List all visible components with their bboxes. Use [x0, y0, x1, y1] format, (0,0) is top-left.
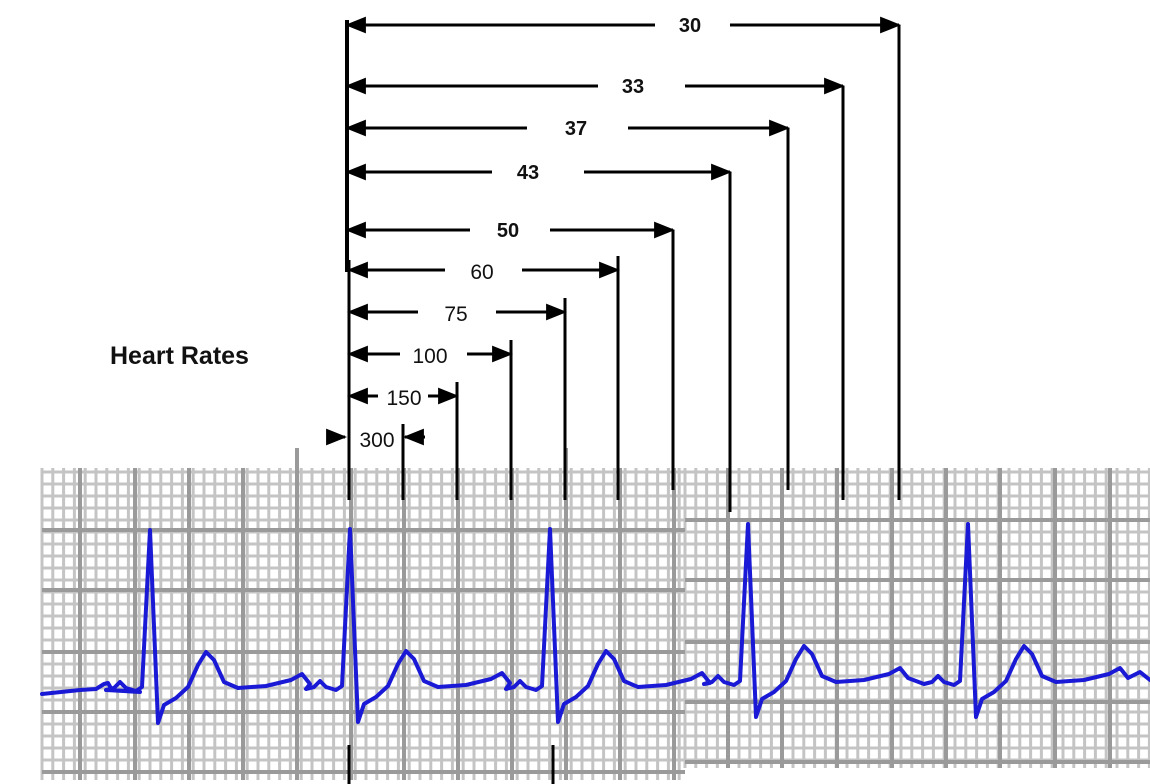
rate-bracket: 100	[346, 340, 514, 500]
rate-label: 43	[517, 162, 539, 184]
grid-panel	[683, 468, 1150, 768]
grid-panel	[40, 468, 685, 780]
rate-bracket: 33	[344, 76, 846, 500]
ecg-trace	[40, 522, 1150, 725]
ecg-grid-paper	[40, 448, 1150, 780]
rate-label: 75	[444, 303, 467, 326]
rate-label: 30	[679, 15, 701, 37]
rate-label: 300	[359, 429, 394, 452]
rate-bracket: 300	[326, 424, 425, 500]
rate-bracket: 30	[344, 15, 902, 500]
rate-label: 150	[386, 387, 421, 410]
rate-label: 60	[470, 261, 493, 284]
rate-label: 33	[622, 76, 644, 98]
rate-label: 50	[497, 220, 519, 242]
rate-bracket: 75	[346, 298, 568, 500]
rate-label: 37	[565, 118, 587, 140]
rate-bracket: 50	[344, 220, 676, 490]
rate-label: 100	[412, 345, 447, 368]
rate-bracket: 37	[344, 118, 791, 490]
rate-bracket: 150	[346, 382, 460, 500]
rate-bracket: 60	[346, 256, 621, 500]
diagram-title: Heart Rates	[110, 342, 249, 370]
rate-bracket: 43	[344, 162, 733, 512]
